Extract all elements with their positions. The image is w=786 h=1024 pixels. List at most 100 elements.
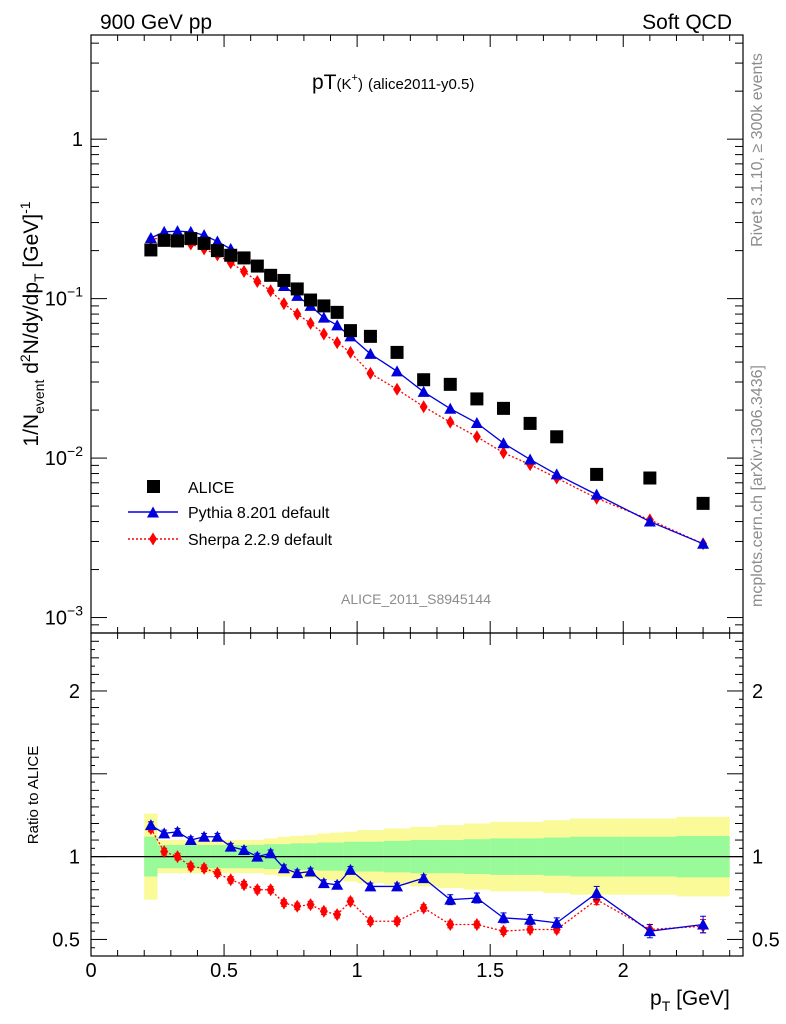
ratio-y-tick-label-right: 2 <box>752 681 763 703</box>
ratio-point-pythia <box>590 887 603 899</box>
main-point-alice <box>304 293 318 307</box>
header-left: 900 GeV pp <box>100 11 212 34</box>
ratio-point-pythia <box>391 880 404 892</box>
main-point-pythia <box>144 231 157 243</box>
ratio-point-pythia <box>331 878 344 890</box>
main-point-alice <box>277 273 291 287</box>
main-point-alice <box>470 392 484 406</box>
legend-marker-alice <box>147 480 160 493</box>
ratio-y-tick-label-left: 2 <box>69 681 80 703</box>
main-point-pythia <box>391 365 404 377</box>
ratio-point-sherpa <box>499 924 508 938</box>
legend-label-sherpa: Sherpa 2.2.9 default <box>188 532 333 549</box>
ratio-point-sherpa <box>366 914 375 928</box>
x-axis-label: pT [GeV] <box>650 987 730 1014</box>
main-point-sherpa <box>293 307 302 321</box>
main-point-alice <box>184 232 198 246</box>
analysis-watermark: ALICE_2011_S8945144 <box>341 591 491 607</box>
ratio-point-sherpa <box>419 901 428 915</box>
x-tick-label: 1.5 <box>476 960 504 982</box>
ratio-point-pythia <box>291 867 304 879</box>
main-point-alice <box>197 236 211 250</box>
main-y-tick-label: 10−3 <box>45 603 83 630</box>
ratio-point-pythia <box>238 843 251 855</box>
main-point-alice <box>643 471 657 485</box>
ratio-point-pythia <box>304 865 317 877</box>
legend-label-alice: ALICE <box>188 480 234 497</box>
main-point-alice <box>210 244 224 258</box>
main-point-alice <box>157 233 171 247</box>
ratio-point-pythia <box>211 830 224 842</box>
ratio-y-tick-label-left: 0.5 <box>52 929 80 951</box>
ratio-point-sherpa <box>266 883 275 897</box>
main-point-alice <box>343 324 357 338</box>
ratio-point-pythia <box>444 893 457 905</box>
ratio-point-sherpa <box>393 914 402 928</box>
ratio-point-sherpa <box>226 873 235 887</box>
ratio-point-sherpa <box>293 899 302 913</box>
legend-marker-pythia <box>147 506 159 518</box>
ratio-point-sherpa <box>346 894 355 908</box>
main-point-alice <box>590 467 604 481</box>
main-point-sherpa <box>472 430 481 444</box>
ratio-point-pythia <box>344 863 357 875</box>
main-point-alice <box>443 377 457 391</box>
main-y-tick-label: 10−1 <box>45 284 83 311</box>
main-point-pythia <box>524 453 537 465</box>
main-point-alice <box>363 329 377 343</box>
main-point-pythia <box>550 468 563 480</box>
ratio-point-pythia <box>470 892 483 904</box>
main-point-alice <box>417 373 431 387</box>
ratio-point-pythia <box>251 850 264 862</box>
ratio-point-pythia <box>417 872 430 884</box>
ratio-point-sherpa <box>213 866 222 880</box>
plot-title-main: pT <box>312 71 337 94</box>
ratio-point-pythia <box>317 877 330 889</box>
plot-title-charge: + <box>352 72 358 84</box>
main-point-pythia <box>364 347 377 359</box>
x-tick-label: 0.5 <box>210 960 238 982</box>
ratio-point-sherpa <box>186 860 195 874</box>
main-point-sherpa <box>366 366 375 380</box>
main-point-sherpa <box>306 316 315 330</box>
main-point-pythia <box>331 319 344 331</box>
plot-title-close: ) <box>358 76 363 93</box>
header-right: Soft QCD <box>642 11 732 34</box>
plot-title-particle: (K <box>337 76 352 93</box>
main-point-sherpa <box>279 297 288 311</box>
main-point-alice <box>290 282 304 296</box>
ratio-point-pythia <box>224 840 237 852</box>
main-ylabel: 1/Nevent d2N/dy/dpT [GeV]-1 <box>17 201 47 446</box>
main-data-layer <box>144 225 710 551</box>
main-point-sherpa <box>419 400 428 414</box>
main-point-pythia <box>317 311 330 323</box>
ratio-point-pythia <box>198 830 211 842</box>
ratio-point-sherpa <box>333 908 342 922</box>
ratio-ylabel: Ratio to ALICE <box>25 746 42 844</box>
ratio-point-pythia <box>643 925 656 937</box>
ratio-point-sherpa <box>200 861 209 875</box>
legend-label-pythia: Pythia 8.201 default <box>188 505 330 522</box>
ratio-point-pythia <box>277 862 290 874</box>
main-point-pythia <box>171 225 184 237</box>
plot-title-tag: (alice2011-y0.5) <box>368 76 474 93</box>
ratio-point-pythia <box>364 880 377 892</box>
ratio-point-pythia <box>171 825 184 837</box>
main-y-tick-label: 10−2 <box>45 443 83 470</box>
legend-marker-sherpa <box>149 532 157 546</box>
ratio-point-pythia <box>497 911 510 923</box>
plot-title: pT(K+) (alice2011-y0.5) <box>312 71 474 94</box>
main-point-alice <box>330 305 344 319</box>
ratio-point-pythia <box>524 913 537 925</box>
x-tick-label: 2 <box>618 960 629 982</box>
main-point-sherpa <box>253 275 262 289</box>
ratio-point-sherpa <box>279 896 288 910</box>
ratio-point-sherpa <box>306 898 315 912</box>
ratio-point-pythia <box>144 819 157 831</box>
main-point-alice <box>523 416 537 430</box>
ratio-plot-frame <box>90 632 744 957</box>
main-point-alice <box>237 251 251 265</box>
main-point-pythia <box>211 235 224 247</box>
ratio-point-sherpa <box>472 918 481 932</box>
